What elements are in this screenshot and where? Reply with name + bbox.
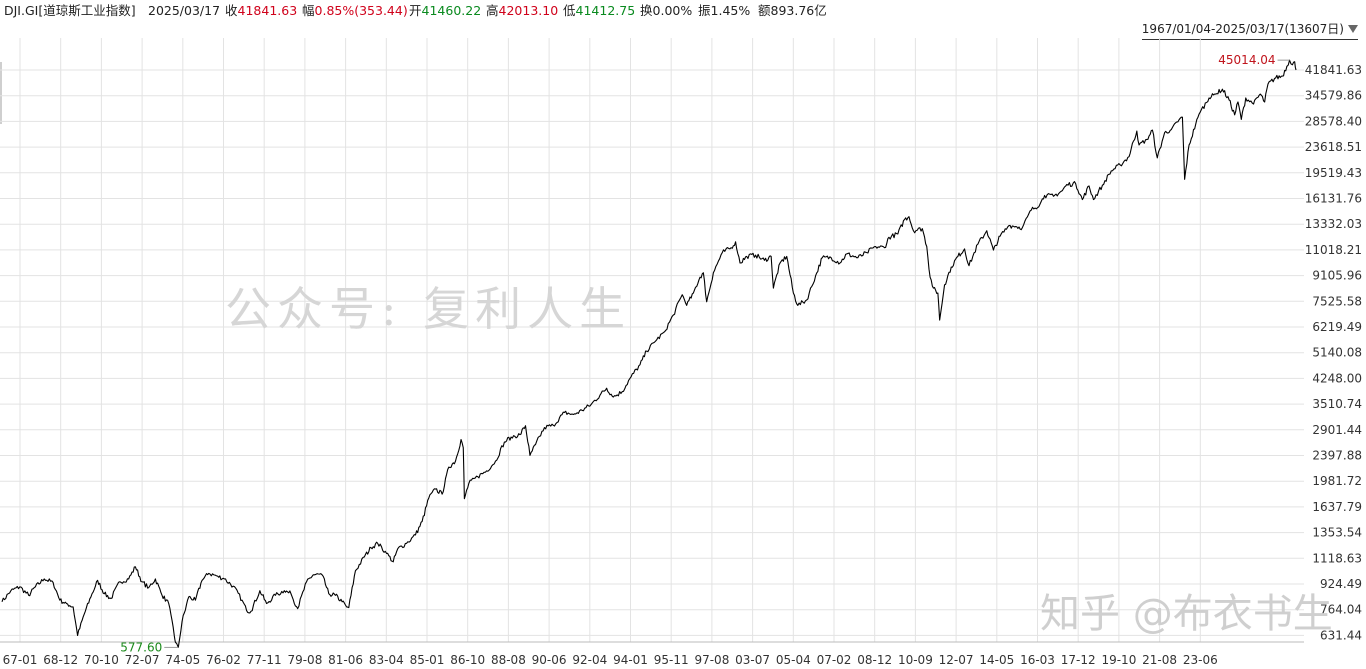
y-tick-label: 1981.72 [1312, 474, 1362, 488]
x-tick-label: 86-10 [450, 653, 485, 667]
y-tick-label: 7525.58 [1312, 294, 1362, 308]
bottom-right-watermark: 知乎 @布衣书生 [1040, 591, 1333, 637]
y-tick-label: 16131.76 [1305, 192, 1362, 206]
index-code: DJI.GI[道琼斯工业指数] [4, 3, 136, 18]
date-range-selector[interactable]: 1967/01/04-2025/03/17(13607日) [1141, 19, 1358, 40]
y-tick-label: 1637.79 [1312, 500, 1362, 514]
x-tick-label: 68-12 [43, 653, 78, 667]
close-field: 收41841.63 [225, 3, 298, 18]
x-tick-label: 21-08 [1142, 653, 1177, 667]
x-tick-label: 70-10 [84, 653, 119, 667]
x-tick-label: 83-04 [369, 653, 404, 667]
x-tick-label: 05-04 [776, 653, 811, 667]
x-tick-label: 76-02 [206, 653, 241, 667]
chart-grid [0, 38, 1304, 643]
x-tick-label: 97-08 [694, 653, 729, 667]
y-tick-label: 3510.74 [1312, 397, 1362, 411]
center-watermark: 公众号: 复利人生 [225, 282, 631, 336]
x-tick-label: 10-09 [898, 653, 933, 667]
y-tick-label: 764.04 [1320, 603, 1362, 617]
y-tick-label: 34579.86 [1305, 89, 1362, 103]
low-field: 低41412.75 [563, 3, 636, 18]
y-tick-label: 9105.96 [1312, 269, 1362, 283]
y-tick-label: 631.44 [1320, 628, 1362, 642]
quote-date: 2025/03/17 [148, 3, 221, 18]
y-tick-label: 924.49 [1320, 577, 1362, 591]
x-tick-label: 79-08 [287, 653, 322, 667]
price-line [1, 59, 1297, 648]
x-tick-label: 74-05 [165, 653, 200, 667]
scroll-handle[interactable] [0, 62, 2, 124]
x-tick-label: 07-02 [817, 653, 852, 667]
x-tick-label: 19-10 [1101, 653, 1136, 667]
y-tick-label: 2397.88 [1312, 449, 1362, 463]
y-tick-label: 13332.03 [1305, 217, 1362, 231]
x-tick-label: 08-12 [857, 653, 892, 667]
max-value-label: 45014.04 [1218, 53, 1275, 67]
y-tick-label: 6219.49 [1312, 320, 1362, 334]
x-tick-label: 72-07 [125, 653, 160, 667]
x-tick-label: 23-06 [1183, 653, 1218, 667]
x-tick-label: 92-04 [572, 653, 607, 667]
y-tick-label: 2901.44 [1312, 423, 1362, 437]
amplitude-field: 振1.45% [698, 3, 751, 18]
x-tick-label: 17-12 [1061, 653, 1096, 667]
quote-header: DJI.GI[道琼斯工业指数] 2025/03/17 收41841.63 幅0.… [0, 0, 1366, 22]
high-field: 高42013.10 [486, 3, 559, 18]
y-tick-label: 23618.51 [1305, 140, 1362, 154]
turnover-field: 换0.00% [640, 3, 693, 18]
x-tick-label: 95-11 [654, 653, 689, 667]
x-tick-label: 90-06 [532, 653, 567, 667]
x-tick-label: 88-08 [491, 653, 526, 667]
x-axis-labels: 67-01 68-12 70-10 72-07 74-05 76-02 77-11 79-08… [3, 653, 1218, 667]
x-tick-label: 81-06 [328, 653, 363, 667]
x-tick-label: 94-01 [613, 653, 648, 667]
date-range-label: 1967/01/04-2025/03/17(13607日) [1141, 22, 1344, 36]
open-field: 开41460.22 [409, 3, 482, 18]
y-tick-label: 1353.54 [1312, 526, 1362, 540]
x-tick-label: 12-07 [939, 653, 974, 667]
extreme-marks: 45014.04 577.60 [120, 53, 1290, 654]
x-tick-label: 14-05 [979, 653, 1014, 667]
y-tick-label: 5140.08 [1312, 346, 1362, 360]
y-tick-label: 28578.40 [1305, 114, 1362, 128]
x-tick-label: 67-01 [3, 653, 38, 667]
x-tick-label: 85-01 [410, 653, 445, 667]
y-tick-label: 19519.43 [1305, 166, 1362, 180]
amount-field: 额893.76亿 [758, 3, 827, 18]
y-tick-label: 1118.63 [1312, 551, 1362, 565]
min-value-label: 577.60 [120, 640, 162, 654]
x-tick-label: 16-03 [1020, 653, 1055, 667]
dropdown-triangle-icon [1348, 25, 1358, 33]
y-tick-label: 4248.00 [1312, 371, 1362, 385]
y-axis-labels: 41841.63 34579.86 28578.40 23618.51 19519.43… [1305, 63, 1362, 642]
x-tick-label: 03-07 [735, 653, 770, 667]
y-tick-label: 41841.63 [1305, 63, 1362, 77]
y-tick-label: 11018.21 [1305, 243, 1362, 257]
change-field: 幅0.85%(353.44) [302, 3, 408, 18]
x-tick-label: 77-11 [247, 653, 282, 667]
